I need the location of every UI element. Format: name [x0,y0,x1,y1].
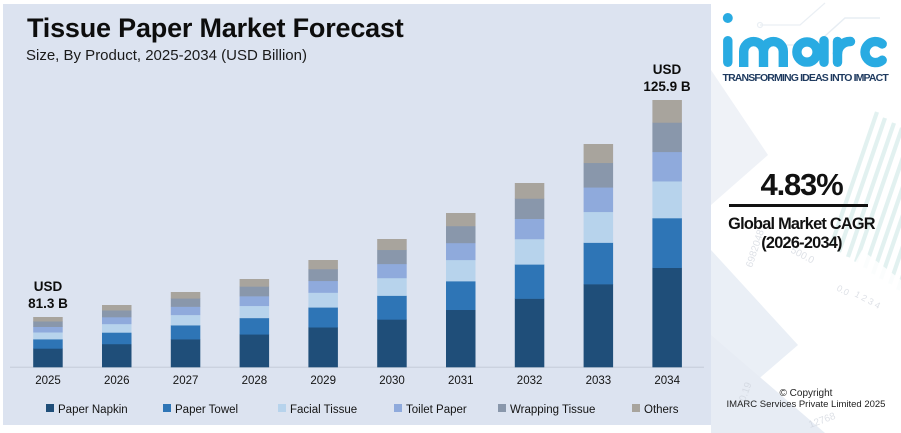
svg-text:12768: 12768 [807,411,837,431]
